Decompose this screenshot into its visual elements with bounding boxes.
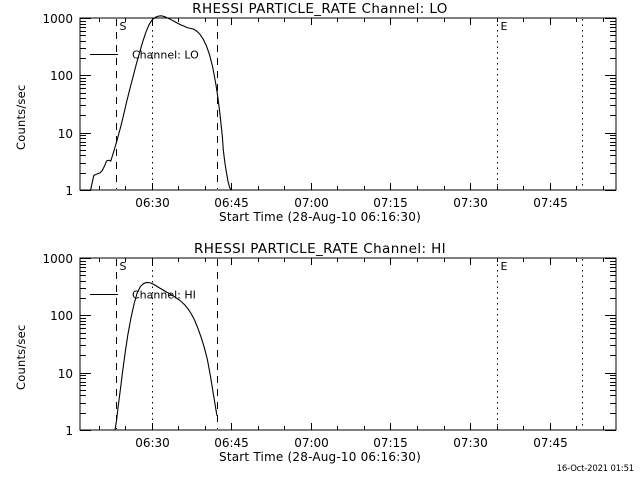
x-tick-label: 07:00	[294, 436, 329, 450]
x-tick-label: 06:30	[135, 436, 170, 450]
x-tick-label: 07:00	[294, 196, 329, 210]
x-tick-label: 07:30	[453, 436, 488, 450]
y-tick-label: 100	[50, 309, 73, 323]
x-tick-label: 06:45	[214, 196, 249, 210]
event-marker-label: S	[120, 20, 127, 33]
y-tick-label: 1	[65, 424, 73, 438]
y-tick-label: 1000	[42, 12, 73, 26]
x-tick-label: 06:30	[135, 196, 170, 210]
plot-panel-hi: RHESSI PARTICLE_RATE Channel: HI 1 10 100 1…	[0, 240, 640, 480]
panel-title-hi: RHESSI PARTICLE_RATE Channel: HI	[193, 241, 447, 257]
y-tick-label: 1000	[42, 252, 73, 266]
render-timestamp: 16-Oct-2021 01:51	[556, 464, 635, 474]
event-marker-label: S	[120, 260, 127, 273]
y-tick-label: 100	[50, 69, 73, 83]
y-tick-label: 1	[65, 184, 73, 198]
x-tick-label: 07:45	[533, 436, 568, 450]
y-tick-label: 10	[58, 127, 73, 141]
data-curve	[114, 281, 218, 431]
x-tick-label: 07:45	[533, 196, 568, 210]
event-marker-label: E	[501, 20, 508, 33]
plot-frame	[79, 257, 617, 431]
plot-canvas-lo: 1 10 100 1000 06:30 06:45 07:00 07:15 07:30 07:45…	[42, 12, 617, 210]
x-tick-label: 06:45	[214, 436, 249, 450]
event-marker-label: E	[501, 260, 508, 273]
panel-title-lo: RHESSI PARTICLE_RATE Channel: LO	[192, 1, 448, 17]
y-tick-label: 10	[58, 367, 73, 381]
legend-label: Channel: HI	[132, 289, 196, 302]
plot-panel-lo: RHESSI PARTICLE_RATE Channel: LO 1 10 100 1…	[14, 1, 617, 224]
legend-label: Channel: LO	[132, 49, 199, 62]
x-axis-title-hi: Start Time (28-Aug-10 06:16:30)	[219, 450, 421, 464]
data-curve	[90, 15, 232, 191]
plot-canvas-hi: 1 10 100 1000 06:30 06:45 07:00 07:15 07:30 07:45…	[42, 252, 617, 450]
x-axis-title-lo: Start Time (28-Aug-10 06:16:30)	[219, 210, 421, 224]
x-tick-label: 07:30	[453, 196, 488, 210]
x-tick-label: 07:15	[373, 436, 408, 450]
x-tick-label: 07:15	[373, 196, 408, 210]
y-axis-title-lo: Counts/sec	[14, 84, 28, 150]
y-axis-title-hi: Counts/sec	[14, 324, 28, 390]
plot-frame	[79, 17, 617, 191]
